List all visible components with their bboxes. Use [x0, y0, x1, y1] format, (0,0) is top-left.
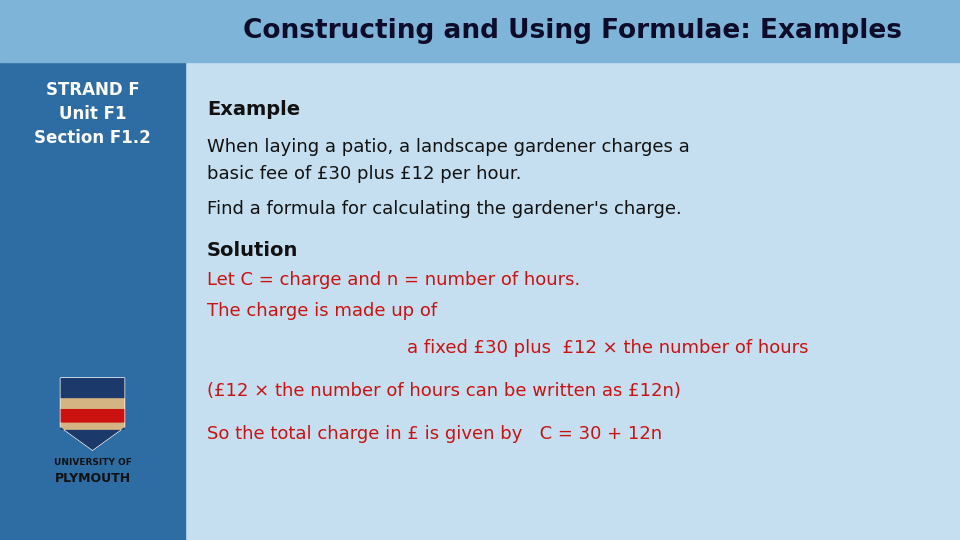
- Text: Unit F1: Unit F1: [59, 105, 127, 123]
- Polygon shape: [60, 378, 125, 450]
- Polygon shape: [60, 409, 125, 427]
- Bar: [0, 0, 185, 540]
- Text: Let C = charge and n = number of hours.: Let C = charge and n = number of hours.: [207, 271, 580, 289]
- Text: UNIVERSITY OF: UNIVERSITY OF: [54, 458, 132, 467]
- Text: When laying a patio, a landscape gardener charges a: When laying a patio, a landscape gardene…: [207, 138, 689, 156]
- Text: Solution: Solution: [207, 241, 299, 260]
- Text: STRAND F: STRAND F: [46, 81, 139, 99]
- Text: Constructing and Using Formulae: Examples: Constructing and Using Formulae: Example…: [243, 18, 902, 44]
- Text: Find a formula for calculating the gardener's charge.: Find a formula for calculating the garde…: [207, 200, 682, 218]
- Text: basic fee of £30 plus £12 per hour.: basic fee of £30 plus £12 per hour.: [207, 165, 521, 183]
- Bar: [0, 0, 960, 62]
- Text: Example: Example: [207, 100, 300, 119]
- Polygon shape: [60, 423, 125, 450]
- Text: a fixed £30 plus  £12 × the number of hours: a fixed £30 plus £12 × the number of hou…: [407, 339, 808, 357]
- Text: So the total charge in £ is given by   C = 30 + 12n: So the total charge in £ is given by C =…: [207, 425, 662, 443]
- Text: Section F1.2: Section F1.2: [35, 129, 151, 147]
- Polygon shape: [60, 378, 125, 427]
- Polygon shape: [60, 427, 125, 450]
- Text: PLYMOUTH: PLYMOUTH: [55, 472, 131, 485]
- Text: The charge is made up of: The charge is made up of: [207, 302, 437, 320]
- Text: (£12 × the number of hours can be written as £12n): (£12 × the number of hours can be writte…: [207, 382, 681, 400]
- Polygon shape: [60, 398, 125, 427]
